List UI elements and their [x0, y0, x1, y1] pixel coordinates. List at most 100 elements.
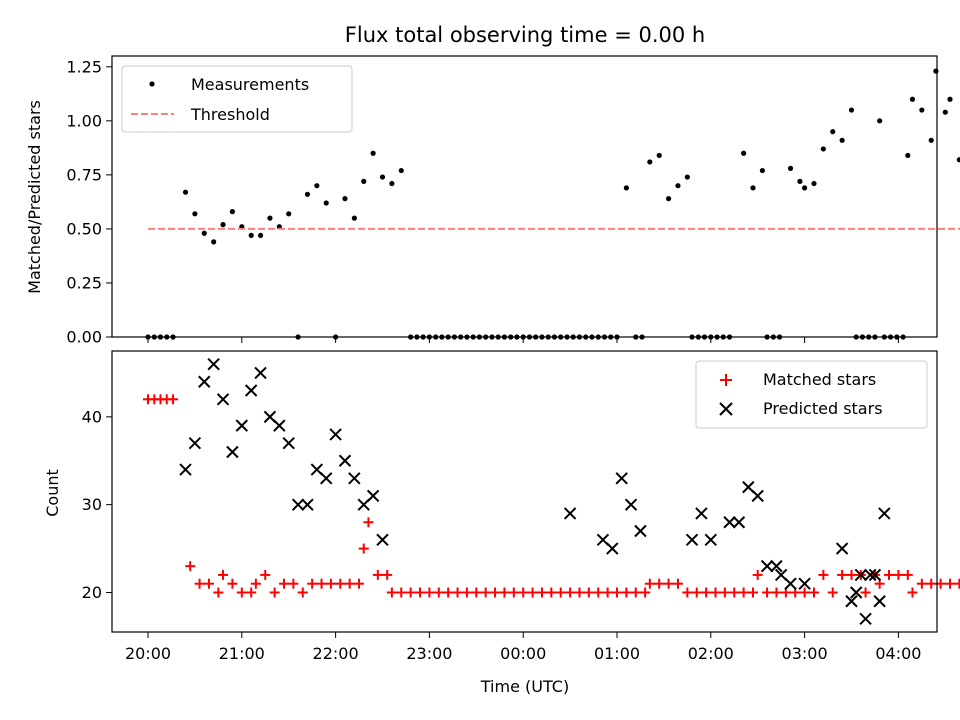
- measurement-point: [787, 165, 794, 171]
- matched-star-point: [203, 578, 214, 589]
- matched-star-point: [944, 578, 955, 589]
- predicted-star-point: [859, 612, 872, 626]
- predicted-star-point: [751, 489, 764, 503]
- matched-star-point: [574, 587, 585, 598]
- measurement-point: [797, 178, 803, 184]
- predicted-star-point: [563, 507, 577, 520]
- matched-star-point: [194, 578, 205, 589]
- predicted-star-point: [695, 507, 708, 520]
- xtick-label: 00:00: [500, 644, 546, 663]
- bot-ytick-label: 30: [82, 495, 102, 514]
- matched-star-point: [386, 587, 397, 598]
- predicted-star-point: [864, 568, 877, 582]
- legend-measurements-marker: [149, 81, 155, 87]
- matched-star-point: [307, 578, 318, 589]
- measurement-point: [919, 107, 925, 113]
- measurement-point: [323, 200, 329, 206]
- legend-predicted-marker: [719, 402, 733, 416]
- matched-star-point: [884, 569, 895, 580]
- predicted-star-point: [798, 577, 811, 590]
- bottom-panel: 20 30 40 20:00 21:00 22:00 23:00 00:00 01:00 02:…: [43, 350, 960, 696]
- matched-star-point: [461, 587, 472, 598]
- measurement-point: [947, 96, 953, 102]
- measurement-point: [942, 109, 948, 115]
- matched-star-point: [752, 569, 763, 580]
- matched-star-point: [227, 578, 238, 589]
- matched-star-point: [325, 578, 336, 589]
- matched-star-point: [185, 561, 196, 572]
- predicted-star-point: [873, 595, 886, 608]
- xtick-label: 04:00: [875, 644, 921, 663]
- xtick-label: 01:00: [594, 644, 640, 663]
- top-ytick-label: 0.50: [66, 219, 102, 238]
- predicted-star-point: [854, 568, 868, 582]
- measurement-point: [956, 157, 960, 163]
- predicted-star-point: [216, 393, 230, 406]
- measurement-point: [741, 150, 747, 156]
- predicted-star-point: [207, 357, 220, 371]
- x-axis-label: Time (UTC): [480, 677, 569, 696]
- matched-star-point: [546, 587, 557, 598]
- matched-star-point: [443, 587, 454, 598]
- predicted-star-point: [770, 559, 783, 573]
- measurement-point: [656, 152, 662, 159]
- measurement-point: [192, 211, 198, 217]
- matched-star-point: [893, 569, 904, 580]
- xtick-label: 21:00: [219, 644, 265, 663]
- matched-star-point: [710, 587, 721, 598]
- matched-star-point: [236, 587, 247, 598]
- predicted-star-point: [320, 472, 333, 485]
- matched-star-point: [372, 569, 383, 580]
- matched-star-point: [480, 587, 491, 598]
- matched-star-point: [499, 587, 510, 598]
- measurement-point: [877, 118, 883, 124]
- matched-star-point: [762, 587, 773, 598]
- measurement-point: [351, 215, 357, 221]
- measurement-point: [201, 230, 207, 236]
- matched-star-point: [405, 587, 416, 598]
- matched-star-point: [621, 587, 632, 598]
- matched-star-point: [654, 578, 665, 589]
- top-ytick-label: 0.75: [66, 165, 102, 184]
- measurement-point: [802, 185, 808, 191]
- measurement-point: [848, 107, 855, 113]
- xtick-label: 22:00: [313, 644, 359, 663]
- measurement-point: [933, 68, 939, 74]
- matched-star-point: [701, 587, 712, 598]
- predicted-star-point: [235, 419, 249, 432]
- predicted-star-point: [179, 463, 192, 476]
- matched-star-point: [565, 587, 576, 598]
- bottom-legend-box: [695, 360, 928, 429]
- matched-star-point: [954, 578, 960, 589]
- matched-star-point: [358, 543, 369, 554]
- matched-star-point: [452, 587, 463, 598]
- predicted-star-point: [704, 533, 718, 547]
- predicted-star-point: [878, 507, 891, 520]
- measurement-point: [182, 189, 189, 195]
- predicted-star-point: [188, 436, 202, 450]
- matched-star-point: [691, 587, 702, 598]
- matched-star-point: [926, 578, 937, 589]
- predicted-star-point: [273, 419, 286, 432]
- top-ytick-label: 0.25: [66, 273, 102, 292]
- predicted-star-point: [301, 498, 314, 511]
- bot-ytick-label: 20: [82, 583, 102, 602]
- bottom-legend: Matched stars Predicted stars: [695, 360, 928, 429]
- matched-star-point: [250, 578, 261, 589]
- top-legend-box: [121, 65, 353, 133]
- measurement-point: [759, 167, 765, 174]
- matched-star-point: [602, 587, 613, 598]
- predicted-star-point: [624, 498, 638, 511]
- measurement-point: [361, 178, 367, 184]
- measurement-point: [314, 183, 320, 189]
- measurement-point: [675, 183, 681, 189]
- matched-star-point: [738, 587, 749, 598]
- measurement-point: [909, 96, 916, 102]
- top-ylabel: Matched/Predicted stars: [25, 100, 44, 294]
- matched-star-point: [213, 587, 224, 598]
- measurement-point: [379, 174, 386, 180]
- measurement-point: [220, 222, 226, 228]
- matched-star-point: [593, 587, 604, 598]
- predicted-star-point: [282, 436, 295, 450]
